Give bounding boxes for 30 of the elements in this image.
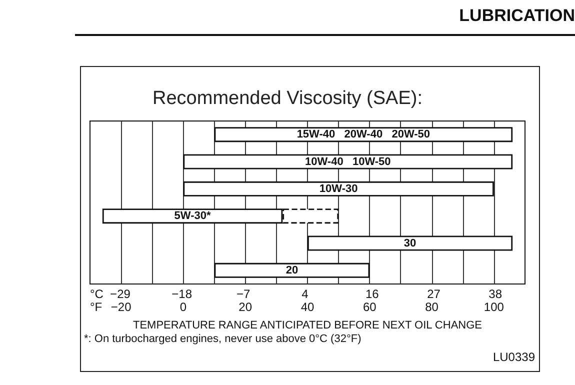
x-tick-label: 40 [300, 300, 314, 314]
chart-title: Recommended Viscosity (SAE): [152, 88, 422, 109]
x2-tick-label: −29 [110, 287, 131, 301]
x2-tick-label: 16 [365, 287, 380, 301]
x-tick-label: 100 [484, 300, 504, 314]
x-tick-label: 60 [362, 300, 377, 314]
text: °F [90, 300, 102, 314]
text: LU0339 [492, 350, 535, 364]
x2-tick-label: 27 [427, 287, 441, 301]
y-tick-label: 10W-30 [319, 182, 358, 195]
x-axis-title: TEMPERATURE RANGE ANTICIPATED BEFORE NEXT OIL CHANGE [133, 320, 482, 332]
x2-tick-label: 38 [488, 287, 502, 301]
text: LUBRICATION [459, 6, 575, 26]
y-tick-label: 5W-30* [174, 210, 212, 222]
x2-tick-label: 4 [302, 287, 309, 301]
x-tick-label: −20 [110, 300, 132, 314]
text: *: On turbocharged engines, never use above 0°C (32°F) [84, 333, 362, 345]
bar [183, 154, 513, 170]
bar [183, 181, 494, 196]
bar [308, 236, 513, 251]
x-tick-label: 0 [180, 300, 187, 314]
text: °C [90, 287, 104, 301]
x-tick-label: 20 [238, 300, 252, 314]
bar [214, 262, 370, 278]
x2-tick-label: −18 [172, 287, 192, 301]
y-tick-label: 15W-40 20W-40 20W-50 [296, 128, 430, 141]
y-tick-label: 10W-40 10W-50 [305, 156, 391, 168]
x2-tick-label: −7 [236, 287, 251, 301]
x-tick-label: 80 [425, 300, 439, 314]
y-tick-label: 30 [404, 237, 416, 250]
